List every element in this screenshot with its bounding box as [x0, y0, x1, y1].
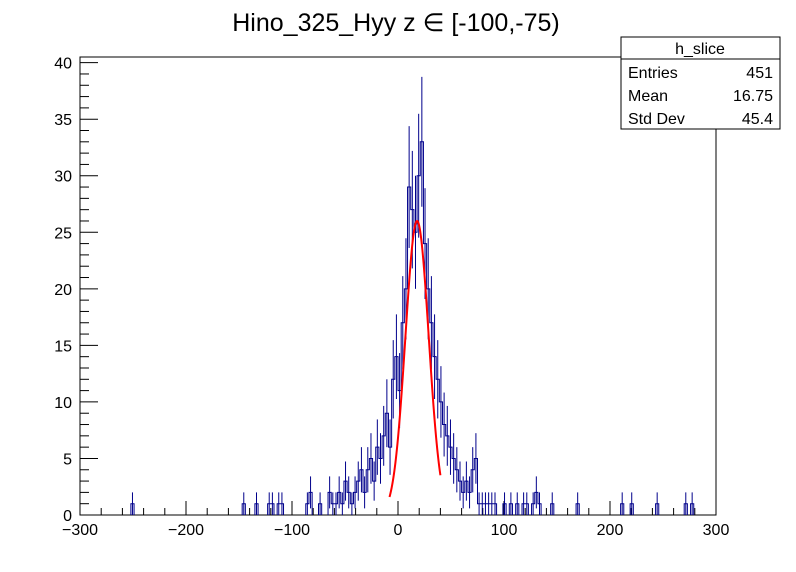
- stats-box-title: h_slice: [675, 41, 725, 58]
- y-tick-label: 5: [63, 451, 72, 468]
- stats-stddev-label: Std Dev: [628, 111, 685, 128]
- x-axis: −300 −200 −100 0 100 200 300: [62, 501, 729, 539]
- stats-stddev-value: 45.4: [742, 111, 773, 128]
- fit-curve: [388, 219, 442, 498]
- y-tick-label: 10: [54, 395, 72, 412]
- y-tick-label: 40: [54, 56, 72, 73]
- y-tick-label: 0: [63, 508, 72, 525]
- y-tick-label: 25: [54, 225, 72, 242]
- y-tick-label: 30: [54, 169, 72, 186]
- x-tick-label: −100: [274, 522, 310, 539]
- plot-title: Hino_325_Hyy z ∈ [-100,-75): [232, 9, 560, 37]
- y-tick-label: 35: [54, 112, 72, 129]
- stats-entries-label: Entries: [628, 65, 678, 82]
- x-tick-label: 100: [491, 522, 518, 539]
- stats-entries-value: 451: [746, 65, 773, 82]
- gaussian-fit: [388, 219, 442, 498]
- stats-mean-label: Mean: [628, 88, 668, 105]
- error-bars: [131, 76, 693, 515]
- x-tick-label: −300: [62, 522, 98, 539]
- x-tick-label: 200: [597, 522, 624, 539]
- y-axis: 0 5 10 15 20 25 30 35 40: [54, 56, 98, 525]
- stats-box-frame: [620, 36, 781, 130]
- stats-mean-value: 16.75: [733, 88, 773, 105]
- x-tick-label: −200: [168, 522, 204, 539]
- x-tick-label: 0: [394, 522, 403, 539]
- x-tick-label: 300: [703, 522, 730, 539]
- stats-box: h_slice Entries 451 Mean 16.75 Std Dev 4…: [620, 36, 781, 130]
- y-tick-label: 20: [54, 282, 72, 299]
- y-tick-label: 15: [54, 338, 72, 355]
